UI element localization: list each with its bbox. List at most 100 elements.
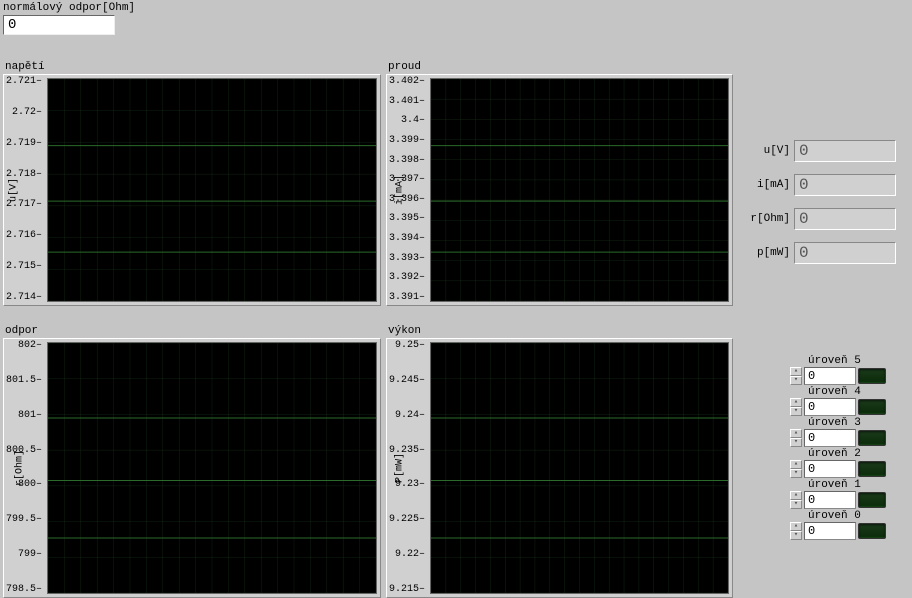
stepper-down-icon[interactable]: ▾ [790, 407, 802, 416]
y-tick: 9.24– [395, 411, 425, 421]
level-led-icon [858, 523, 886, 539]
y-tick: 3.402– [389, 77, 425, 87]
y-tick: 9.22– [395, 550, 425, 560]
y-tick: 3.391– [389, 293, 425, 303]
level-row: ▴▾ [790, 398, 908, 416]
plot-area[interactable] [47, 342, 377, 594]
level-label: úroveň 2 [790, 448, 908, 460]
axis-label: P[mW] [395, 453, 406, 483]
stepper-down-icon[interactable]: ▾ [790, 376, 802, 385]
y-tick: 9.245– [389, 376, 425, 386]
level-input[interactable] [804, 491, 856, 509]
readouts-panel: u[V]0i[mA]0r[Ohm]0p[mW]0 [744, 140, 904, 276]
level-block: úroveň 3▴▾ [790, 417, 908, 447]
y-tick: 2.716– [6, 231, 42, 241]
level-block: úroveň 2▴▾ [790, 448, 908, 478]
readout-label: u[V] [744, 145, 794, 157]
y-tick: 799.5– [6, 515, 42, 525]
y-tick: 3.398– [389, 156, 425, 166]
y-tick: 2.714– [6, 293, 42, 303]
y-tick: 3.401– [389, 97, 425, 107]
readout-row: p[mW]0 [744, 242, 904, 264]
readout-label: r[Ohm] [744, 213, 794, 225]
level-led-icon [858, 399, 886, 415]
plot-area[interactable] [47, 78, 377, 302]
readout-value: 0 [794, 208, 896, 230]
readout-value: 0 [794, 242, 896, 264]
y-tick: 3.4– [401, 116, 425, 126]
level-row: ▴▾ [790, 460, 908, 478]
axis-label: r[Ohm] [15, 450, 26, 486]
level-block: úroveň 0▴▾ [790, 510, 908, 540]
y-axis: 802–801.5–801–800.5–800–799.5–799–798.5–… [4, 339, 44, 597]
chart-box: 802–801.5–801–800.5–800–799.5–799–798.5–… [3, 338, 381, 598]
y-tick: 802– [18, 341, 42, 351]
chart-title: proud [386, 60, 733, 74]
y-tick: 798.5– [6, 585, 42, 595]
chart-title: napětí [3, 60, 381, 74]
stepper-up-icon[interactable]: ▴ [790, 491, 802, 500]
level-stepper: ▴▾ [790, 429, 802, 447]
level-block: úroveň 1▴▾ [790, 479, 908, 509]
y-tick: 799– [18, 550, 42, 560]
stepper-up-icon[interactable]: ▴ [790, 398, 802, 407]
y-tick: 3.392– [389, 273, 425, 283]
stepper-up-icon[interactable]: ▴ [790, 367, 802, 376]
stepper-down-icon[interactable]: ▾ [790, 469, 802, 478]
stepper-up-icon[interactable]: ▴ [790, 522, 802, 531]
level-block: úroveň 4▴▾ [790, 386, 908, 416]
y-tick: 2.719– [6, 139, 42, 149]
chart-napeti: napětí2.721–2.72–2.719–2.718–2.717–2.716… [3, 60, 381, 306]
chart-title: odpor [3, 324, 381, 338]
y-tick: 2.721– [6, 77, 42, 87]
y-tick: 2.72– [12, 108, 42, 118]
axis-label: u[V] [9, 178, 20, 202]
level-led-icon [858, 368, 886, 384]
level-row: ▴▾ [790, 491, 908, 509]
plot-area[interactable] [430, 78, 729, 302]
level-input[interactable] [804, 460, 856, 478]
y-tick: 801– [18, 411, 42, 421]
level-led-icon [858, 430, 886, 446]
level-row: ▴▾ [790, 429, 908, 447]
y-tick: 3.393– [389, 254, 425, 264]
nominal-resistance-input[interactable] [3, 15, 115, 35]
readout-label: i[mA] [744, 179, 794, 191]
level-label: úroveň 4 [790, 386, 908, 398]
level-led-icon [858, 461, 886, 477]
stepper-up-icon[interactable]: ▴ [790, 460, 802, 469]
level-stepper: ▴▾ [790, 460, 802, 478]
chart-box: 9.25–9.245–9.24–9.235–9.23–9.225–9.22–9.… [386, 338, 733, 598]
level-input[interactable] [804, 522, 856, 540]
nominal-resistance-field: normálový odpor[Ohm] [3, 2, 135, 35]
y-axis: 9.25–9.245–9.24–9.235–9.23–9.225–9.22–9.… [387, 339, 427, 597]
level-label: úroveň 5 [790, 355, 908, 367]
chart-title: výkon [386, 324, 733, 338]
y-tick: 801.5– [6, 376, 42, 386]
stepper-down-icon[interactable]: ▾ [790, 531, 802, 540]
level-row: ▴▾ [790, 367, 908, 385]
y-tick: 3.394– [389, 234, 425, 244]
y-tick: 3.395– [389, 214, 425, 224]
nominal-resistance-label: normálový odpor[Ohm] [3, 2, 135, 14]
chart-box: 2.721–2.72–2.719–2.718–2.717–2.716–2.715… [3, 74, 381, 306]
level-stepper: ▴▾ [790, 367, 802, 385]
level-input[interactable] [804, 398, 856, 416]
readout-row: r[Ohm]0 [744, 208, 904, 230]
readout-label: p[mW] [744, 247, 794, 259]
stepper-up-icon[interactable]: ▴ [790, 429, 802, 438]
level-input[interactable] [804, 367, 856, 385]
y-tick: 9.225– [389, 515, 425, 525]
readout-value: 0 [794, 174, 896, 196]
chart-odpor: odpor802–801.5–801–800.5–800–799.5–799–7… [3, 324, 381, 598]
chart-box: 3.402–3.401–3.4–3.399–3.398–3.397–3.396–… [386, 74, 733, 306]
level-input[interactable] [804, 429, 856, 447]
y-tick: 9.215– [389, 585, 425, 595]
level-led-icon [858, 492, 886, 508]
plot-area[interactable] [430, 342, 729, 594]
level-stepper: ▴▾ [790, 491, 802, 509]
y-axis: 2.721–2.72–2.719–2.718–2.717–2.716–2.715… [4, 75, 44, 305]
stepper-down-icon[interactable]: ▾ [790, 500, 802, 509]
stepper-down-icon[interactable]: ▾ [790, 438, 802, 447]
chart-proud: proud3.402–3.401–3.4–3.399–3.398–3.397–3… [386, 60, 733, 306]
